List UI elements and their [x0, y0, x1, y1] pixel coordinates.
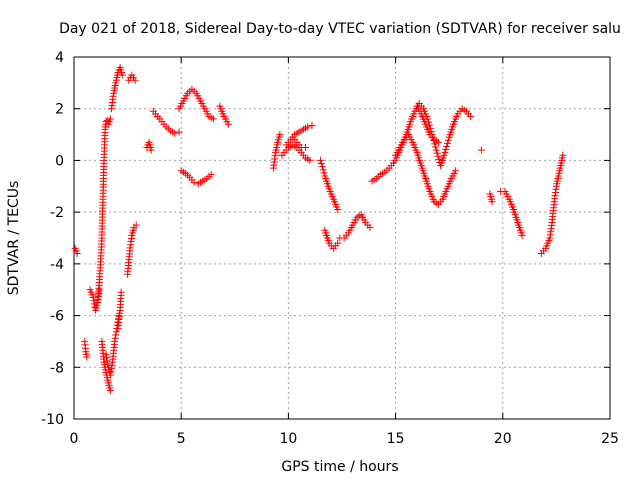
data-point — [106, 387, 114, 395]
data-point — [106, 115, 114, 123]
y-tick-label: 0 — [55, 153, 64, 169]
data-point — [276, 131, 284, 139]
data-point — [103, 354, 111, 362]
data-point — [318, 163, 326, 171]
data-point — [518, 231, 526, 239]
data-point — [442, 146, 450, 154]
data-point — [443, 142, 451, 150]
plot-area-frame — [73, 56, 611, 420]
data-point — [107, 368, 115, 376]
data-point — [171, 129, 179, 137]
data-point — [224, 120, 232, 128]
x-tick-label: 20 — [494, 431, 512, 447]
data-point — [207, 171, 215, 179]
data-point — [132, 221, 140, 229]
y-tick-label: -2 — [50, 205, 64, 221]
data-point — [488, 198, 496, 206]
x-tick-label: 25 — [601, 431, 619, 447]
y-tick-label: -6 — [50, 309, 64, 325]
data-point — [147, 146, 155, 154]
data-point — [304, 123, 312, 131]
data-point — [317, 160, 325, 168]
data-point — [106, 371, 114, 379]
data-point — [559, 151, 567, 159]
data-point — [319, 166, 327, 174]
data-point — [334, 206, 342, 214]
data-point — [108, 365, 116, 373]
data-point — [83, 353, 91, 361]
data-point — [118, 71, 126, 79]
x-axis-title: GPS time / hours — [281, 459, 398, 475]
data-point — [117, 288, 125, 296]
data-point — [73, 250, 81, 258]
data-point — [477, 146, 485, 154]
data-point — [111, 337, 119, 345]
data-point — [434, 152, 442, 160]
y-tick-label: 2 — [55, 102, 64, 118]
data-point — [431, 143, 439, 151]
y-axis-tick-labels: -10 -8 -6 -4 -2 0 2 4 — [41, 50, 64, 428]
data-point — [366, 224, 374, 232]
y-tick-label: -8 — [50, 360, 64, 376]
data-point — [131, 76, 139, 84]
data-point — [104, 360, 112, 368]
y-tick-label: -10 — [41, 412, 64, 428]
data-point — [467, 112, 475, 120]
data-point — [102, 350, 110, 358]
data-point — [209, 115, 217, 123]
data-points — [71, 63, 567, 395]
data-point — [302, 144, 310, 151]
data-point — [103, 357, 111, 365]
data-point — [308, 122, 316, 130]
data-point — [444, 136, 452, 144]
data-point — [111, 334, 119, 342]
data-point — [108, 361, 116, 369]
data-point — [432, 146, 440, 154]
data-point — [334, 239, 342, 247]
y-tick-label: -4 — [50, 257, 64, 273]
x-tick-label: 5 — [177, 431, 186, 447]
data-point — [441, 149, 449, 157]
axis-ticks — [73, 56, 611, 420]
grid — [74, 57, 610, 419]
x-tick-label: 10 — [279, 431, 297, 447]
data-point — [452, 167, 460, 175]
x-axis-tick-labels: 0 5 10 15 20 25 — [70, 431, 619, 447]
data-point — [175, 128, 183, 136]
x-tick-label: 15 — [387, 431, 405, 447]
data-point — [112, 328, 120, 336]
data-point — [443, 139, 451, 147]
data-point — [434, 138, 442, 146]
data-point — [320, 169, 328, 177]
y-axis-title: SDTVAR / TECUs — [6, 181, 22, 296]
data-point — [306, 156, 314, 164]
data-point — [317, 156, 325, 164]
data-point — [190, 178, 198, 186]
data-point — [89, 293, 97, 301]
data-point — [112, 331, 120, 339]
data-point — [96, 286, 104, 294]
data-point — [435, 155, 443, 163]
y-tick-label: 4 — [55, 50, 64, 66]
data-point — [90, 297, 98, 305]
x-tick-label: 0 — [70, 431, 79, 447]
chart-title: Day 021 of 2018, Sidereal Day-to-day VTE… — [59, 21, 621, 37]
data-point — [433, 149, 441, 157]
